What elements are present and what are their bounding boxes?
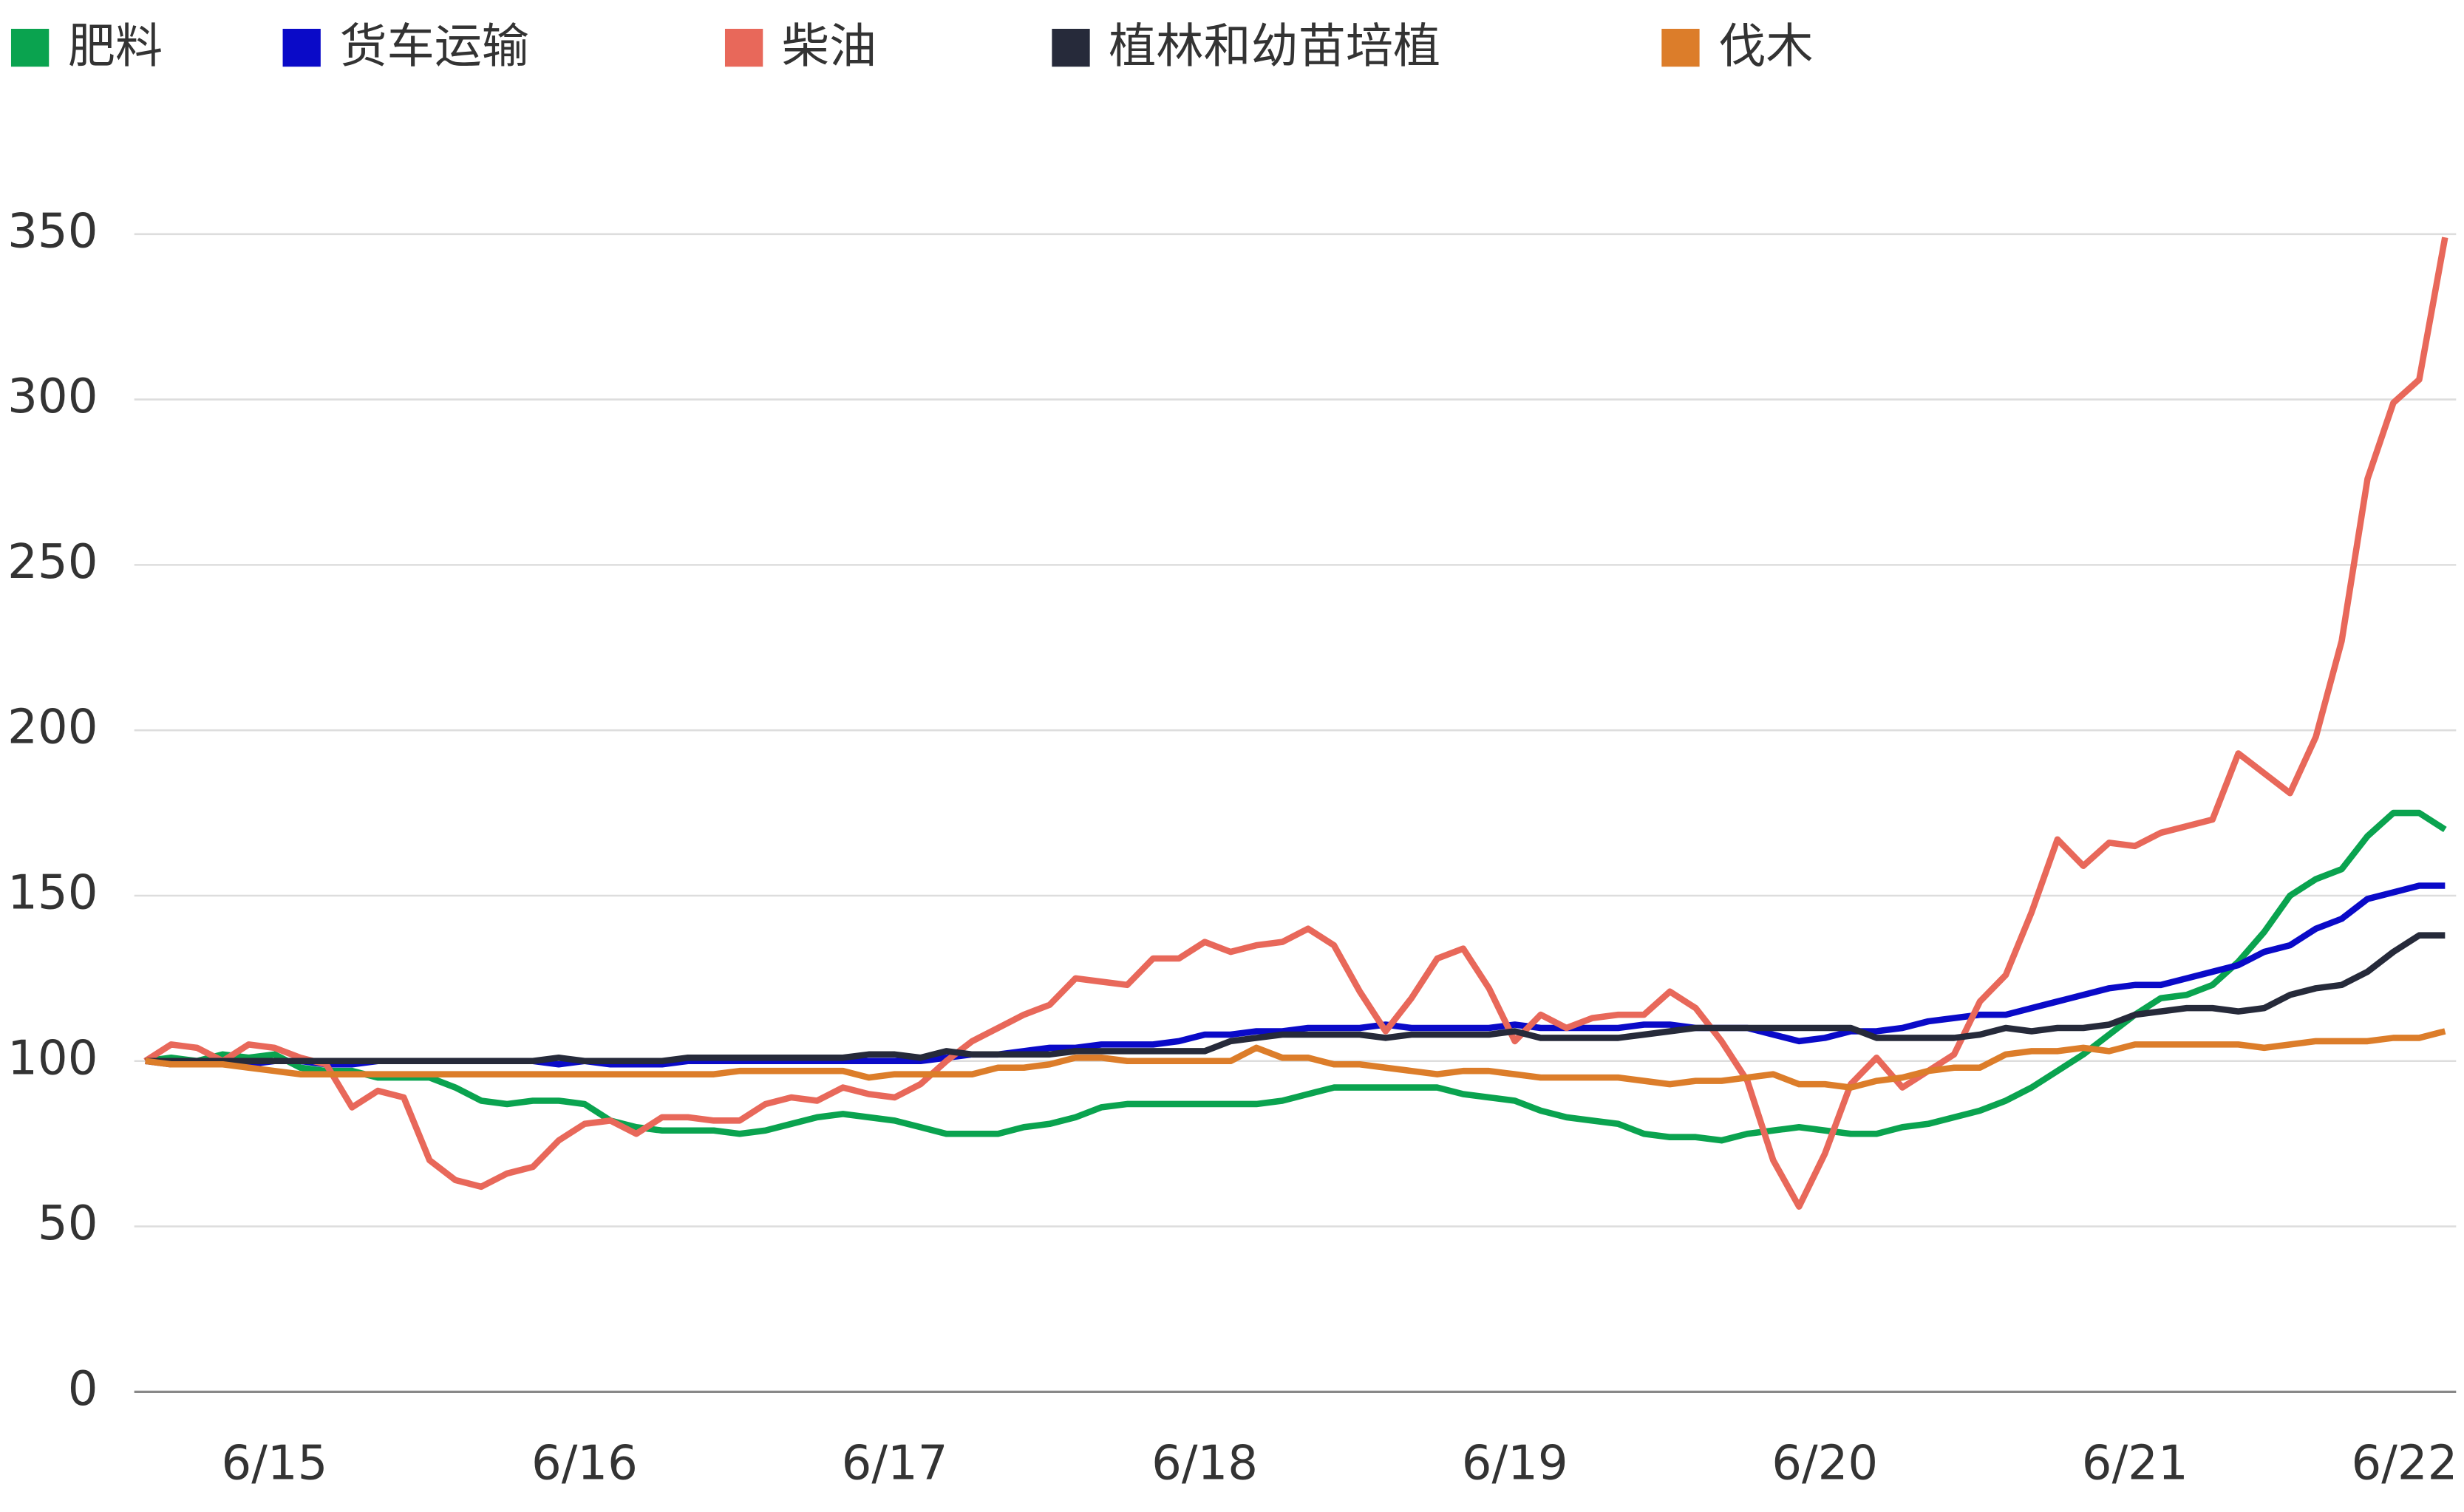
legend-swatch [1052,28,1090,67]
legend-swatch [10,28,50,67]
legend-swatch [282,28,321,67]
x-tick-label: 6/16 [531,1435,638,1491]
legend-label: 柴油 [782,18,877,74]
y-tick-label: 250 [7,534,98,590]
y-tick-label: 0 [68,1361,98,1417]
y-tick-label: 200 [7,700,98,755]
series-line [145,932,2446,1065]
x-tick-label: 6/19 [1462,1435,1568,1491]
series-line [145,1028,2446,1091]
legend-label: 肥料 [68,18,163,74]
legend-swatch [1661,28,1700,67]
x-tick-label: 6/21 [2082,1435,2188,1491]
x-tick-label: 6/18 [1151,1435,1258,1491]
legend-label: 货车运输 [339,18,528,74]
x-tick-label: 6/15 [221,1435,327,1491]
y-tick-label: 150 [7,865,98,921]
x-tick-label: 6/22 [2351,1435,2457,1491]
series-line [143,236,2448,1210]
y-tick-label: 300 [7,369,98,424]
y-tick-label: 350 [7,203,98,259]
y-tick-label: 50 [38,1196,98,1251]
series-line [145,809,2447,1144]
legend-label: 植林和幼苗培植 [1109,18,1440,74]
y-tick-label: 100 [7,1030,98,1086]
x-tick-label: 6/20 [1772,1435,1878,1491]
x-tick-label: 6/17 [842,1435,948,1491]
legend-swatch [724,28,763,67]
legend-label: 伐木 [1718,18,1813,74]
